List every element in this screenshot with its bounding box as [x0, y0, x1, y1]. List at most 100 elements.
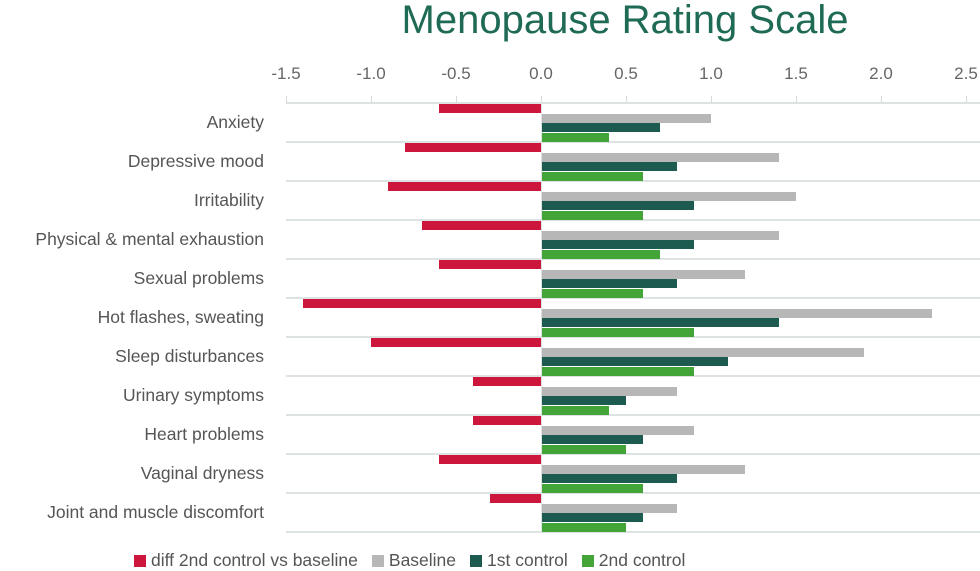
bar-2nd-control [541, 522, 626, 532]
bar-diff-2nd-control-vs-baseline [439, 260, 541, 269]
category-label: Physical & mental exhaustion [35, 229, 264, 249]
legend-label: Baseline [388, 550, 457, 570]
x-tick-mark [371, 96, 372, 103]
bar-2nd-control [541, 249, 660, 259]
gridline [286, 180, 980, 182]
x-tick-label: -1.5 [271, 64, 301, 83]
bar-baseline [541, 464, 745, 474]
bar-baseline [541, 503, 677, 513]
bar-1st-control [541, 396, 626, 406]
gridline [286, 492, 980, 494]
category-label: Vaginal dryness [140, 463, 264, 483]
x-tick-label: -0.5 [441, 64, 471, 83]
x-tick-label: 1.5 [784, 64, 808, 83]
bar-1st-control [541, 162, 677, 172]
bar-baseline [541, 425, 694, 435]
gridline [286, 336, 980, 338]
category-label: Sleep disturbances [115, 346, 264, 366]
gridline [286, 414, 980, 416]
bar-baseline [541, 113, 711, 123]
bar-baseline [541, 308, 932, 318]
gridline [286, 258, 980, 260]
legend-label: diff 2nd control vs baseline [151, 550, 358, 570]
legend-item: 2nd control [581, 550, 686, 571]
x-tick-mark [541, 96, 542, 103]
x-tick-mark [456, 96, 457, 103]
bar-baseline [541, 269, 745, 279]
legend-swatch-icon [470, 554, 483, 567]
bar-baseline [541, 386, 677, 396]
category-label: Depressive mood [127, 151, 264, 171]
x-tick-label: 1.0 [699, 64, 723, 83]
x-tick-mark [286, 96, 287, 103]
x-tick-mark [881, 96, 882, 103]
x-tick-label: 2.0 [869, 64, 893, 83]
bar-1st-control [541, 435, 643, 445]
zero-line [541, 103, 542, 533]
x-tick-mark [796, 96, 797, 103]
bar-1st-control [541, 279, 677, 289]
gridline [286, 531, 980, 533]
bar-diff-2nd-control-vs-baseline [473, 416, 541, 425]
bar-2nd-control [541, 327, 694, 337]
bar-diff-2nd-control-vs-baseline [439, 104, 541, 113]
gridline [286, 102, 980, 104]
legend-item: Baseline [371, 550, 457, 571]
bar-2nd-control [541, 288, 643, 298]
category-label: Joint and muscle discomfort [47, 502, 264, 522]
legend-item: 1st control [470, 550, 568, 571]
bar-1st-control [541, 474, 677, 484]
legend-label: 2nd control [598, 550, 686, 570]
bar-2nd-control [541, 405, 609, 415]
legend-swatch-icon [371, 554, 384, 567]
bar-1st-control [541, 123, 660, 133]
gridline [286, 141, 980, 143]
x-tick-label: 2.5 [954, 64, 978, 83]
x-tick-label: 0.0 [529, 64, 553, 83]
bar-baseline [541, 347, 864, 357]
gridline [286, 375, 980, 377]
bar-1st-control [541, 357, 728, 367]
bar-2nd-control [541, 366, 694, 376]
bar-diff-2nd-control-vs-baseline [303, 299, 541, 308]
legend-swatch-icon [581, 554, 594, 567]
chart-title: Menopause Rating Scale [401, 0, 849, 42]
bar-1st-control [541, 201, 694, 211]
bar-1st-control [541, 513, 643, 523]
category-label: Heart problems [144, 424, 264, 444]
gridline [286, 453, 980, 455]
legend-label: 1st control [487, 550, 568, 570]
bar-diff-2nd-control-vs-baseline [490, 494, 541, 503]
category-label: Hot flashes, sweating [97, 307, 264, 327]
x-tick-mark [711, 96, 712, 103]
bar-2nd-control [541, 171, 643, 181]
bar-2nd-control [541, 444, 626, 454]
bar-1st-control [541, 318, 779, 328]
bar-baseline [541, 191, 796, 201]
bar-diff-2nd-control-vs-baseline [422, 221, 541, 230]
gridline [286, 297, 980, 299]
bar-2nd-control [541, 483, 643, 493]
bar-2nd-control [541, 210, 643, 220]
bar-diff-2nd-control-vs-baseline [439, 455, 541, 464]
legend-item: diff 2nd control vs baseline [134, 550, 358, 571]
gridline [286, 219, 980, 221]
bar-diff-2nd-control-vs-baseline [405, 143, 541, 152]
bar-diff-2nd-control-vs-baseline [473, 377, 541, 386]
bar-baseline [541, 152, 779, 162]
category-label: Urinary symptoms [123, 385, 264, 405]
category-label: Anxiety [206, 112, 264, 132]
legend: diff 2nd control vs baseline Baseline 1st … [134, 550, 699, 571]
bar-2nd-control [541, 132, 609, 142]
x-tick-mark [626, 96, 627, 103]
category-label: Irritability [193, 190, 264, 210]
bar-diff-2nd-control-vs-baseline [388, 182, 541, 191]
bar-1st-control [541, 240, 694, 250]
x-tick-mark [966, 96, 967, 103]
bar-diff-2nd-control-vs-baseline [371, 338, 541, 347]
x-tick-label: 0.5 [614, 64, 638, 83]
legend-swatch-icon [134, 554, 146, 567]
x-tick-label: -1.0 [356, 64, 386, 83]
bar-baseline [541, 230, 779, 240]
category-label: Sexual problems [133, 268, 264, 288]
